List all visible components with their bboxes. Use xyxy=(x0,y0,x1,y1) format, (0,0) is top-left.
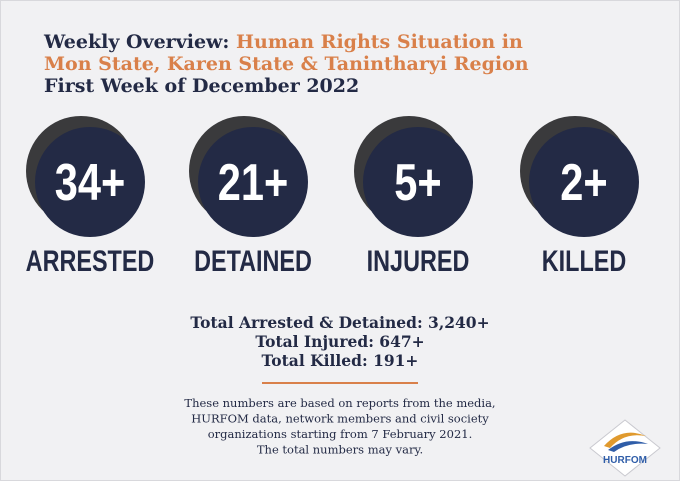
footnote-line: These numbers are based on reports from … xyxy=(184,396,495,410)
stat-circle xyxy=(529,127,639,237)
stat-number: 34+ xyxy=(55,153,126,212)
stat-circle xyxy=(35,127,145,237)
stat-label: KILLED xyxy=(542,244,626,277)
total-line: Total Arrested & Detained: 3,240+ xyxy=(190,313,489,332)
footnote-line: HURFOM data, network members and civil s… xyxy=(191,412,489,426)
title-highlight: Human Rights Situation in xyxy=(236,31,523,53)
title-line-2: Mon State, Karen State & Tanintharyi Reg… xyxy=(44,53,529,75)
stat-label: DETAINED xyxy=(194,244,312,277)
stat-number: 5+ xyxy=(394,153,441,212)
footnote-line: The total numbers may vary. xyxy=(257,443,423,457)
logo: HURFOM xyxy=(589,419,661,477)
stat-circle xyxy=(198,127,308,237)
stat-number: 21+ xyxy=(218,153,289,212)
total-line: Total Injured: 647+ xyxy=(255,332,424,351)
logo-wing xyxy=(608,441,648,452)
total-line: Total Killed: 191+ xyxy=(262,351,419,370)
footnote-line: organizations starting from 7 February 2… xyxy=(208,427,472,441)
stat-label: INJURED xyxy=(367,244,470,277)
title-prefix: Weekly Overview: xyxy=(43,31,229,53)
subtitle: First Week of December 2022 xyxy=(44,75,359,97)
logo-text: HURFOM xyxy=(603,455,647,466)
title-line-1: Weekly Overview: Human Rights Situation … xyxy=(43,31,523,53)
stat-circle xyxy=(363,127,473,237)
stat-label: ARRESTED xyxy=(26,244,155,277)
logo-diamond xyxy=(589,419,661,477)
logo-wing xyxy=(604,432,646,448)
stat-number: 2+ xyxy=(560,153,607,212)
